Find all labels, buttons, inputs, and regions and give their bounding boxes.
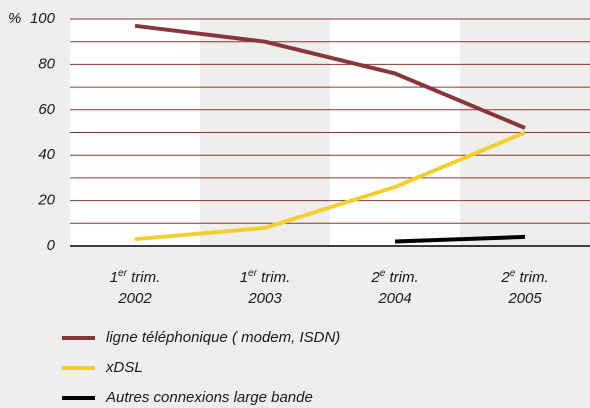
x-tick-sup: e [510, 268, 516, 279]
x-tick-rest: trim. [515, 269, 548, 286]
legend-label: Autres connexions large bande [105, 389, 313, 406]
y-tick-label: 60 [38, 101, 55, 118]
x-tick-label: 2e trim. [370, 268, 418, 286]
y-axis-label: % [8, 10, 21, 27]
y-tick-label: 80 [38, 55, 55, 72]
x-tick-year: 2002 [117, 290, 152, 307]
y-tick-label: 40 [38, 146, 55, 163]
legend-label: xDSL [105, 359, 143, 376]
x-tick-rest: trim. [385, 269, 418, 286]
x-tick-rest: trim. [257, 269, 290, 286]
y-tick-label: 20 [37, 192, 55, 209]
x-tick-num: 2 [370, 269, 380, 286]
x-tick-year: 2004 [377, 290, 411, 307]
x-tick-year: 2003 [247, 290, 282, 307]
x-tick-label: 2e trim. [500, 268, 548, 286]
series-line [134, 130, 526, 242]
series-line [394, 234, 526, 244]
x-tick-num: 1 [240, 269, 248, 286]
y-tick-label: 0 [47, 237, 56, 254]
x-tick-year: 2005 [507, 290, 542, 307]
series-line [134, 23, 526, 130]
x-tick-label: 1er trim. [110, 268, 161, 286]
x-tick-sup: e [380, 268, 386, 279]
x-tick-rest: trim. [127, 269, 160, 286]
x-tick-num: 2 [500, 269, 510, 286]
legend-label: ligne téléphonique ( modem, ISDN) [106, 329, 340, 346]
x-tick-sup: er [248, 268, 258, 279]
y-tick-label: 100 [30, 10, 56, 27]
x-tick-sup: er [118, 268, 128, 279]
x-tick-label: 1er trim. [240, 268, 291, 286]
x-tick-num: 1 [110, 269, 118, 286]
